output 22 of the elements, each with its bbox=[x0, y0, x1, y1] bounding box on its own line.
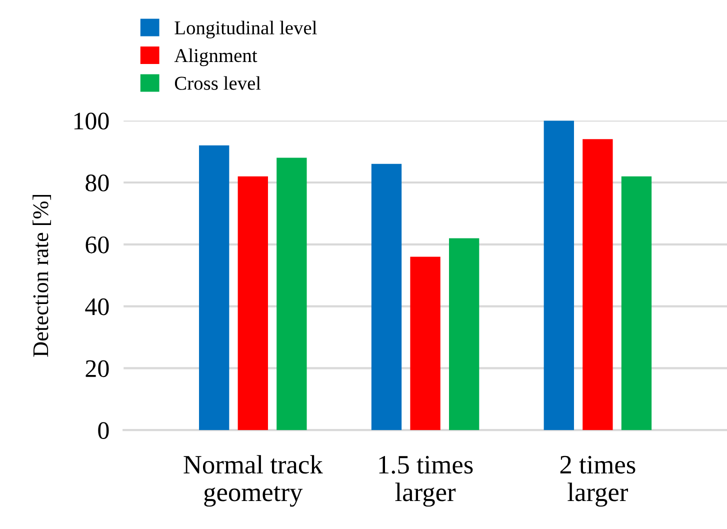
bar bbox=[621, 176, 652, 430]
legend-label: Longitudinal level bbox=[174, 20, 317, 38]
y-tick-label: 0 bbox=[98, 422, 109, 439]
legend-label: Cross level bbox=[174, 76, 261, 90]
legend-label: Alignment bbox=[174, 48, 258, 66]
bar bbox=[238, 176, 268, 430]
y-tick-label: 80 bbox=[86, 174, 109, 192]
bar bbox=[449, 238, 480, 430]
y-tick-label: 60 bbox=[86, 236, 109, 254]
bar bbox=[371, 164, 402, 430]
bar bbox=[199, 145, 230, 430]
x-tick-label: 2 times larger bbox=[560, 456, 636, 507]
bar bbox=[276, 158, 307, 430]
y-tick-label: 20 bbox=[86, 360, 109, 378]
bar bbox=[410, 256, 440, 430]
x-tick-label: 1.5 times larger bbox=[379, 456, 473, 507]
x-tick-label: Normal track geometry bbox=[184, 455, 323, 507]
bar bbox=[544, 120, 574, 430]
y-tick-label: 40 bbox=[85, 298, 109, 316]
y-axis-title: Detection rate [%] bbox=[32, 194, 51, 357]
y-tick-label: 100 bbox=[74, 112, 109, 130]
bar bbox=[582, 139, 613, 430]
